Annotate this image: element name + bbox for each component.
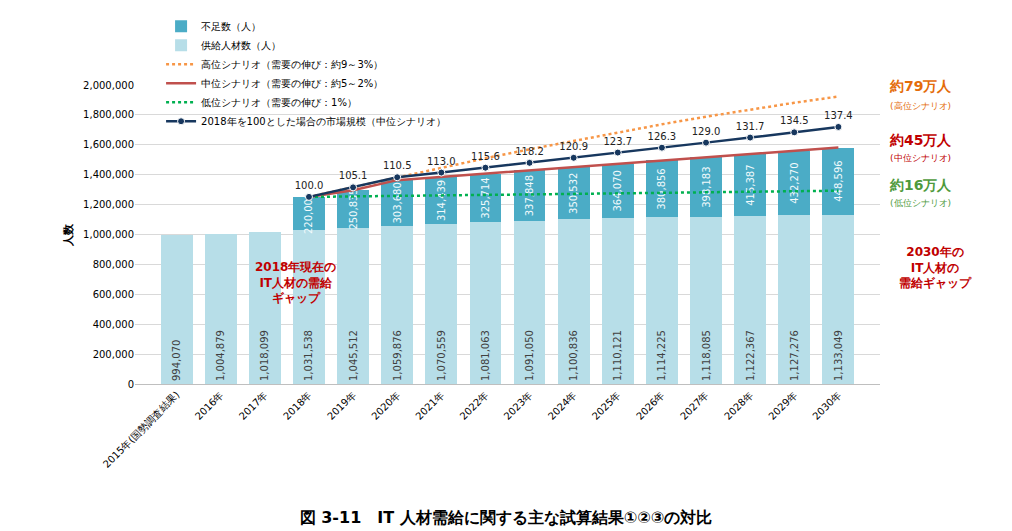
svg-text:118.2: 118.2 (515, 146, 544, 157)
svg-text:1,018,099: 1,018,099 (259, 330, 270, 381)
svg-text:(低位シナリオ): (低位シナリオ) (890, 198, 951, 208)
svg-text:2022年: 2022年 (458, 389, 491, 422)
svg-text:約45万人: 約45万人 (889, 132, 952, 148)
svg-text:1,004,879: 1,004,879 (215, 330, 226, 381)
svg-text:129.0: 129.0 (692, 126, 721, 137)
svg-text:1,133,049: 1,133,049 (833, 330, 844, 381)
svg-text:2018年現在のIT人材の需給ギャップ: 2018年現在のIT人材の需給ギャップ (255, 260, 336, 305)
svg-text:1,045,512: 1,045,512 (348, 330, 359, 381)
svg-text:1,400,000: 1,400,000 (83, 169, 134, 180)
svg-text:供給人材数（人）: 供給人材数（人） (201, 40, 281, 51)
svg-text:(中位シナリオ): (中位シナリオ) (890, 153, 951, 163)
svg-text:350,532: 350,532 (568, 173, 579, 214)
svg-text:2027年: 2027年 (678, 389, 711, 422)
svg-text:1,000,000: 1,000,000 (83, 229, 134, 240)
svg-text:994,070: 994,070 (171, 340, 182, 381)
svg-text:2029年: 2029年 (766, 389, 799, 422)
svg-text:126.3: 126.3 (648, 131, 677, 142)
svg-text:415,387: 415,387 (745, 164, 756, 205)
svg-text:303,680: 303,680 (392, 182, 403, 223)
svg-text:1,081,063: 1,081,063 (480, 330, 491, 381)
svg-text:1,091,050: 1,091,050 (524, 330, 535, 381)
svg-text:2019年: 2019年 (325, 389, 358, 422)
svg-text:2018年: 2018年 (281, 389, 314, 422)
svg-text:100.0: 100.0 (295, 180, 324, 191)
svg-text:432,270: 432,270 (789, 162, 800, 203)
svg-text:2024年: 2024年 (546, 389, 579, 422)
svg-text:1,200,000: 1,200,000 (83, 199, 134, 210)
svg-text:低位シナリオ（需要の伸び：1%）: 低位シナリオ（需要の伸び：1%） (201, 97, 357, 108)
svg-text:1,118,085: 1,118,085 (701, 330, 712, 381)
svg-text:448,596: 448,596 (833, 160, 844, 201)
svg-text:1,031,538: 1,031,538 (303, 330, 314, 381)
svg-text:325,714: 325,714 (480, 177, 491, 218)
svg-text:0: 0 (128, 379, 134, 390)
svg-text:1,800,000: 1,800,000 (83, 109, 134, 120)
svg-text:2015年(国勢調査結果): 2015年(国勢調査結果) (101, 389, 182, 470)
svg-text:1,114,225: 1,114,225 (656, 330, 667, 381)
svg-text:2017年: 2017年 (237, 389, 270, 422)
svg-text:2020年: 2020年 (369, 389, 402, 422)
svg-text:600,000: 600,000 (93, 289, 134, 300)
svg-text:2023年: 2023年 (502, 389, 535, 422)
svg-text:2026年: 2026年 (634, 389, 667, 422)
svg-text:113.0: 113.0 (427, 156, 456, 167)
svg-text:2021年: 2021年 (413, 389, 446, 422)
svg-text:1,127,276: 1,127,276 (789, 330, 800, 381)
svg-text:120.9: 120.9 (559, 141, 588, 152)
svg-text:図 3-11 IT 人材需給に関する主な試算結果①②③の対比: 図 3-11 IT 人材需給に関する主な試算結果①②③の対比 (300, 508, 713, 527)
svg-text:2,000,000: 2,000,000 (83, 80, 134, 91)
svg-text:2028年: 2028年 (722, 389, 755, 422)
svg-text:約16万人: 約16万人 (889, 177, 952, 193)
svg-text:123.7: 123.7 (603, 136, 632, 147)
svg-text:137.4: 137.4 (824, 110, 853, 121)
svg-text:105.1: 105.1 (339, 170, 368, 181)
svg-text:中位シナリオ（需要の伸び：約5～2%）: 中位シナリオ（需要の伸び：約5～2%） (201, 78, 383, 89)
svg-text:131.7: 131.7 (736, 121, 765, 132)
svg-text:1,110,121: 1,110,121 (612, 330, 623, 381)
svg-text:人数: 人数 (62, 223, 75, 247)
svg-text:337,848: 337,848 (524, 175, 535, 216)
svg-text:110.5: 110.5 (383, 160, 412, 171)
svg-text:高位シナリオ（需要の伸び：約9～3%）: 高位シナリオ（需要の伸び：約9～3%） (201, 59, 383, 70)
svg-text:1,070,559: 1,070,559 (436, 330, 447, 381)
svg-text:約79万人: 約79万人 (889, 78, 952, 94)
svg-text:115.6: 115.6 (471, 151, 500, 162)
svg-text:2025年: 2025年 (590, 389, 623, 422)
svg-text:1,059,876: 1,059,876 (392, 330, 403, 381)
svg-text:1,100,836: 1,100,836 (568, 330, 579, 381)
svg-text:2030年: 2030年 (810, 389, 843, 422)
svg-text:800,000: 800,000 (93, 259, 134, 270)
svg-text:1,600,000: 1,600,000 (83, 139, 134, 150)
svg-text:364,070: 364,070 (612, 170, 623, 211)
svg-text:1,122,367: 1,122,367 (745, 330, 756, 381)
svg-text:不足数（人）: 不足数（人） (201, 21, 261, 32)
svg-text:220,000: 220,000 (303, 193, 314, 234)
svg-text:250,835: 250,835 (348, 188, 359, 229)
svg-text:134.5: 134.5 (780, 115, 809, 126)
svg-text:2016年: 2016年 (193, 389, 226, 422)
svg-text:314,439: 314,439 (436, 180, 447, 221)
svg-text:(高位シナリオ): (高位シナリオ) (890, 101, 951, 111)
svg-text:200,000: 200,000 (93, 349, 134, 360)
svg-text:2018年を100とした場合の市場規模（中位シナリオ）: 2018年を100とした場合の市場規模（中位シナリオ） (201, 116, 446, 127)
svg-text:400,000: 400,000 (93, 319, 134, 330)
svg-text:2030年のIT人材の需給ギャップ: 2030年のIT人材の需給ギャップ (899, 245, 972, 290)
svg-text:398,183: 398,183 (701, 166, 712, 207)
svg-text:380,856: 380,856 (656, 168, 667, 209)
